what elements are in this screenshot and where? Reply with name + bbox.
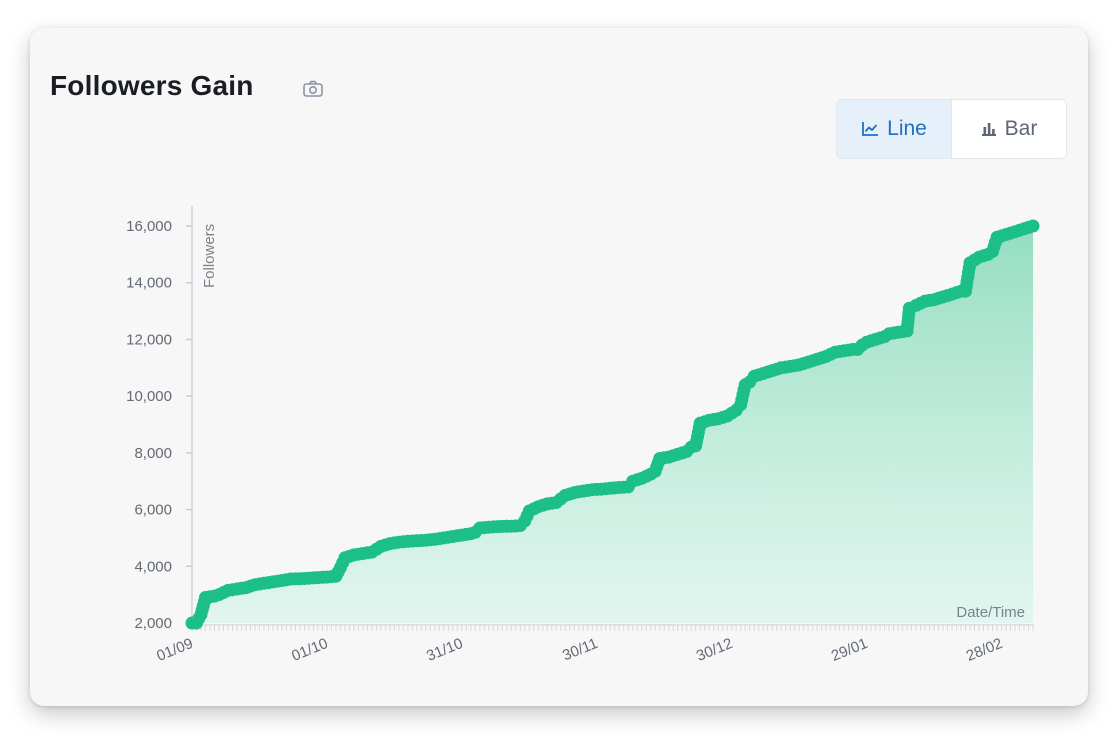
series-fill xyxy=(192,226,1033,623)
chart-type-toggle: Line Bar xyxy=(836,99,1067,159)
bar-toggle-label: Bar xyxy=(1004,117,1038,140)
y-tick-label: 10,000 xyxy=(126,388,172,405)
line-chart-icon xyxy=(862,122,879,136)
x-tick-label: 29/01 xyxy=(829,635,870,665)
x-tick-label: 01/10 xyxy=(289,635,330,665)
x-tick-label: 01/09 xyxy=(154,635,195,665)
x-tick-label: 30/11 xyxy=(560,635,600,664)
x-tick-label: 28/02 xyxy=(964,635,1005,665)
chart-title: Followers Gain xyxy=(50,70,254,101)
y-tick-label: 16,000 xyxy=(126,218,172,235)
y-axis: 2,000 4,000 6,000 8,000 10,000 12,000 14,000 16… xyxy=(126,206,193,632)
x-axis-label: Date/Time xyxy=(956,604,1025,621)
x-tick-label: 31/10 xyxy=(424,635,465,665)
x-axis: 01/09 01/10 31/10 30/11 30/12 29/01 28/02 xyxy=(154,624,1034,665)
line-toggle-label: Line xyxy=(887,117,927,140)
y-tick-label: 8,000 xyxy=(134,445,172,462)
series-area xyxy=(185,219,1040,630)
y-tick-label: 4,000 xyxy=(134,558,172,575)
x-tick-label: 30/12 xyxy=(694,635,735,665)
followers-chart: 2,000 4,000 6,000 8,000 10,000 12,000 14,000 16… xyxy=(126,206,1040,665)
data-point xyxy=(1026,219,1040,233)
y-axis-label: Followers xyxy=(201,224,218,288)
y-tick-label: 2,000 xyxy=(134,615,172,632)
camera-icon[interactable] xyxy=(302,79,324,99)
y-tick-label: 12,000 xyxy=(126,331,172,348)
y-tick-label: 14,000 xyxy=(126,275,172,292)
y-tick-label: 6,000 xyxy=(134,502,172,519)
bar-toggle-button[interactable]: Bar xyxy=(951,100,1066,158)
chart-card: Followers Gain Line Bar xyxy=(30,28,1088,706)
bar-chart-icon xyxy=(981,123,996,136)
line-toggle-button[interactable]: Line xyxy=(837,100,951,158)
